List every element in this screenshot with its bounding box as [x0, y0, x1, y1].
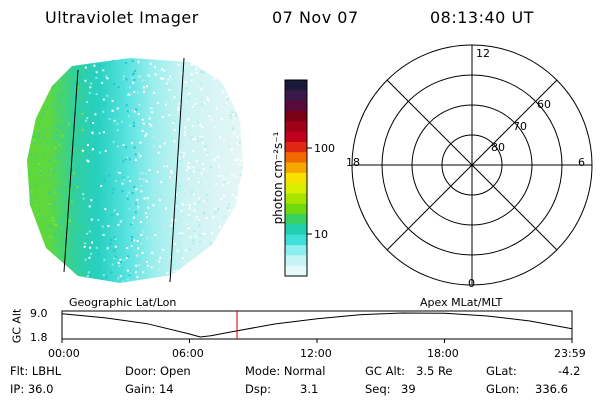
color-bar: [285, 80, 307, 277]
mlt-label-0: 0: [468, 277, 475, 290]
gain-info: Gain: 14: [125, 382, 174, 396]
gc-alt-label: GC Alt:: [365, 364, 406, 378]
colorbar-segment: [285, 172, 307, 184]
auroral-image: [27, 58, 243, 283]
colorbar-segment: [285, 234, 307, 246]
colorbar-segment: [285, 255, 307, 267]
colorbar-tick-10: 10: [314, 228, 328, 241]
time-label: 08:13:40 UT: [430, 8, 534, 27]
gc-alt-plot-frame: [61, 310, 573, 340]
glon-label: GLon:: [486, 382, 520, 396]
y-tick-bottom: 1.8: [30, 331, 48, 344]
colorbar-segment: [285, 131, 307, 143]
colorbar-unit-label: photon cm⁻²s⁻¹: [271, 131, 285, 225]
meridian-line-right: [169, 57, 185, 283]
seq-value: 39: [401, 382, 416, 396]
y-tick-top: 9.0: [30, 307, 48, 320]
colorbar-segment: [285, 224, 307, 236]
colorbar-segment: [285, 214, 307, 226]
glat-value: -4.2: [558, 364, 581, 378]
colorbar-segment: [285, 162, 307, 174]
glat-label: GLat:: [486, 364, 517, 378]
colorbar-segment: [285, 121, 307, 133]
colorbar-segment: [285, 203, 307, 215]
gc-alt-value: 3.5 Re: [416, 364, 453, 378]
lat-label-60: 60: [537, 98, 551, 111]
mlt-label-6: 6: [578, 156, 585, 169]
seq-label: Seq:: [365, 382, 391, 396]
x-tick-0000: 00:00: [48, 347, 80, 360]
gc-alt-x-ticks: [61, 339, 573, 343]
x-tick-2359: 23:59: [554, 347, 586, 360]
dsp-value: 3.1: [300, 382, 319, 396]
date-label: 07 Nov 07: [272, 8, 359, 27]
colorbar-segment: [285, 245, 307, 256]
lat-label-70: 70: [513, 120, 527, 133]
colorbar-segment: [285, 90, 307, 102]
instrument-title: Ultraviolet Imager: [45, 8, 199, 27]
door-info: Door: Open: [125, 364, 191, 378]
colorbar-segment: [285, 141, 307, 153]
colorbar-segment: [285, 193, 307, 205]
colorbar-tick-100: 100: [314, 142, 335, 155]
colorbar-segment: [285, 100, 307, 112]
polar-grid: [351, 44, 593, 286]
dsp-label: Dsp:: [245, 382, 272, 396]
lat-label-80: 80: [491, 141, 505, 154]
colorbar-segment: [285, 152, 307, 164]
filter-info: Flt: LBHL: [10, 364, 62, 378]
x-tick-0600: 06:00: [172, 347, 204, 360]
colorbar-segment: [285, 265, 307, 277]
colorbar-segment: [285, 110, 307, 122]
gc-alt-curve: [61, 312, 573, 338]
colorbar-segment: [285, 183, 307, 195]
ip-info: IP: 36.0: [10, 382, 54, 396]
left-caption: Geographic Lat/Lon: [69, 296, 177, 309]
x-tick-1800: 18:00: [427, 347, 459, 360]
right-caption: Apex MLat/MLT: [420, 296, 503, 309]
mode-info: Mode: Normal: [245, 364, 326, 378]
glon-value: 336.6: [535, 382, 568, 396]
mlt-label-12: 12: [476, 47, 490, 60]
gc-alt-ylabel: GC Alt: [10, 308, 24, 344]
meridian-line-left: [63, 69, 79, 273]
mlt-label-18: 18: [346, 156, 360, 169]
x-tick-1200: 12:00: [300, 347, 332, 360]
colorbar-segment: [285, 80, 307, 91]
